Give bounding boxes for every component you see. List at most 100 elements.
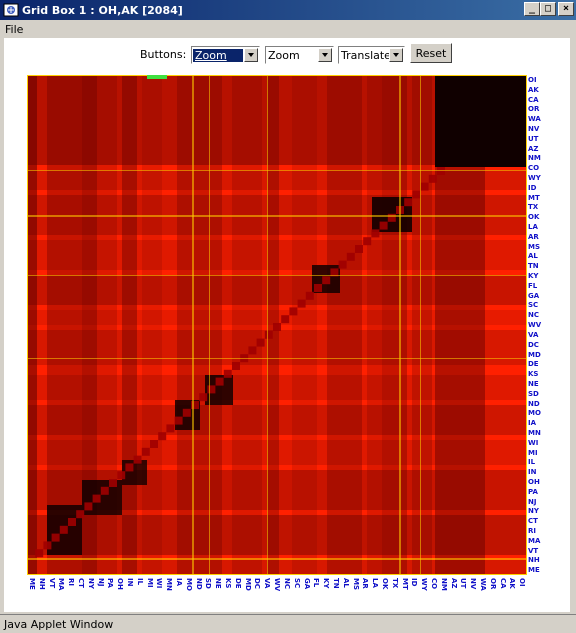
column-label: GA	[302, 578, 311, 590]
column-label: PA	[106, 578, 115, 588]
diagonal-cell	[43, 541, 52, 550]
row-label: NC	[528, 311, 539, 320]
chevron-down-icon[interactable]	[318, 48, 332, 62]
row-label: ID	[528, 183, 537, 192]
diagonal-cell	[133, 455, 142, 464]
column-label: KS	[224, 578, 233, 589]
column-label: MS	[351, 578, 360, 591]
diagonal-cell	[158, 432, 167, 441]
row-label: NV	[528, 125, 540, 134]
column-label: TX	[390, 578, 399, 589]
column-label: VA	[263, 578, 272, 589]
diagonal-cell	[355, 245, 363, 253]
row-label: DE	[528, 360, 539, 369]
row-label: FL	[528, 281, 538, 290]
menu-file[interactable]: File	[5, 22, 24, 36]
column-labels: ME NH VT MA RI CT NY NJ PA OH IN IL MI WI MN IA MO ND SD NE…	[27, 576, 527, 606]
column-label: DC	[253, 578, 262, 589]
column-band	[292, 75, 317, 575]
zoom-dropdown-1-value: Zoom	[193, 48, 243, 62]
column-label: WV	[273, 578, 282, 592]
row-label: ND	[528, 399, 540, 408]
column-label: NE	[214, 578, 223, 589]
status-bar: Java Applet Window	[0, 614, 576, 633]
heatmap-svg[interactable]	[27, 75, 527, 575]
title-bar[interactable]: Grid Box 1 : OH,AK [2084] _ □ ×	[0, 0, 576, 20]
diagonal-cell	[92, 494, 101, 503]
row-label: OK	[528, 213, 540, 222]
row-label: CT	[528, 517, 538, 526]
diagonal-cell	[207, 385, 216, 394]
maximize-button[interactable]: □	[540, 2, 556, 16]
row-band	[27, 170, 527, 190]
diagonal-cell	[346, 252, 355, 261]
column-band	[382, 75, 407, 575]
translate-dropdown-value: Translate	[341, 48, 389, 62]
row-band	[27, 330, 527, 365]
row-label: VA	[528, 330, 539, 339]
column-label: MO	[184, 578, 193, 591]
diagonal-cell	[330, 268, 339, 277]
grid-border	[27, 75, 527, 575]
column-label: OR	[488, 578, 497, 590]
diagonal-cell	[68, 518, 76, 526]
menu-bar: File	[0, 20, 576, 38]
highlight-line	[209, 75, 210, 575]
row-label: AR	[528, 232, 539, 241]
diagonal-cell	[150, 440, 158, 448]
highlight-line	[27, 170, 527, 171]
diagonal-cell	[314, 284, 322, 292]
column-label: DE	[233, 578, 242, 589]
heatmap-grid[interactable]	[27, 75, 527, 575]
cluster-block	[435, 75, 527, 167]
row-label: AK	[528, 85, 539, 94]
column-label: NV	[469, 578, 478, 590]
highlight-line	[267, 75, 268, 575]
row-label: NM	[528, 154, 541, 163]
highlight-line	[420, 75, 421, 575]
column-label: CO	[429, 578, 438, 590]
chevron-down-icon[interactable]	[389, 48, 403, 62]
column-band	[177, 75, 222, 575]
chevron-down-icon[interactable]	[244, 48, 258, 62]
diagonal-cell	[199, 393, 208, 402]
column-label: ND	[194, 578, 203, 590]
column-label: CA	[498, 578, 507, 589]
column-label: MD	[243, 578, 252, 591]
column-label: SC	[292, 578, 301, 589]
row-label: WI	[528, 438, 539, 447]
reset-button[interactable]: Reset	[410, 43, 452, 63]
column-label: AR	[361, 578, 370, 589]
applet-canvas: Buttons: Zoom Zoom Translate Reset OI AK C…	[4, 38, 570, 612]
diagonal-cell	[379, 221, 388, 230]
status-text: Java Applet Window	[4, 618, 114, 631]
row-label: MN	[528, 428, 541, 437]
row-label: KS	[528, 370, 539, 379]
row-label: RI	[528, 526, 536, 535]
row-label: ME	[528, 566, 540, 575]
translate-dropdown[interactable]: Translate	[338, 46, 405, 64]
diagonal-cell	[305, 291, 314, 300]
column-label: IA	[175, 578, 184, 587]
column-band	[122, 75, 137, 575]
row-band	[27, 515, 527, 555]
diagonal-cell	[264, 330, 273, 339]
row-label: MO	[528, 409, 541, 418]
row-label: VT	[528, 546, 539, 555]
row-band	[27, 275, 527, 305]
diagonal-cell	[387, 213, 396, 222]
row-band	[27, 560, 527, 575]
zoom-dropdown-2[interactable]: Zoom	[265, 46, 334, 64]
row-label: PA	[528, 487, 538, 496]
close-button[interactable]: ×	[558, 2, 574, 16]
diagonal-cell	[51, 533, 60, 542]
minimize-button[interactable]: _	[524, 2, 540, 16]
row-label: DC	[528, 340, 539, 349]
column-label: UT	[459, 578, 468, 589]
diagonal-cell	[232, 362, 240, 370]
zoom-dropdown-1[interactable]: Zoom	[191, 46, 260, 64]
row-band	[27, 240, 527, 270]
highlight-line	[27, 215, 527, 217]
row-band	[27, 310, 527, 325]
column-label: OI	[518, 578, 527, 587]
